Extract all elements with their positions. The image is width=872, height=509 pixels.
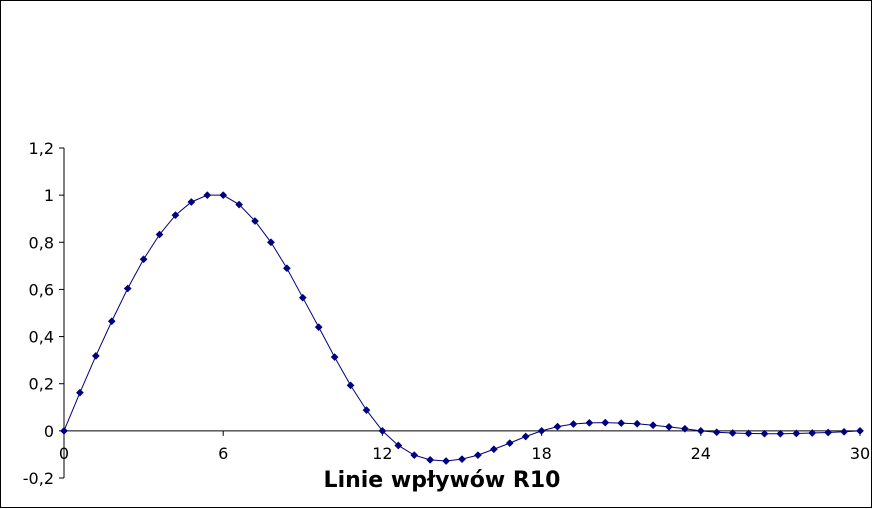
data-point: [155, 230, 164, 239]
x-tick-label: 24: [691, 444, 711, 463]
data-point: [251, 217, 259, 226]
data-point: [712, 428, 721, 437]
data-point: [505, 439, 514, 448]
data-point: [282, 264, 291, 273]
x-tick-label: 18: [531, 444, 551, 463]
data-point: [792, 429, 801, 438]
data-point: [537, 426, 546, 435]
y-tick-label: 0,6: [29, 280, 54, 299]
data-point: [298, 293, 307, 302]
data-point: [442, 457, 451, 465]
data-point: [330, 353, 339, 362]
data-point: [760, 429, 769, 438]
x-tick-label: 12: [372, 444, 392, 463]
data-point: [856, 426, 864, 435]
y-tick-label: 0: [44, 422, 54, 441]
data-point: [633, 419, 642, 428]
tick-labels: 1,2 1 0,8 0,6 0,4 0,2 0 -0,2 0 6 12 18 24 30: [23, 139, 870, 488]
data-point: [473, 451, 482, 460]
series-layer: [60, 191, 864, 465]
data-point: [426, 455, 435, 464]
data-point: [378, 426, 387, 435]
data-point: [362, 406, 371, 415]
data-point: [824, 428, 833, 437]
x-tick-label: 6: [218, 444, 228, 463]
data-point: [649, 421, 657, 430]
tick-marks: [59, 147, 861, 479]
y-tick-label: 0,2: [29, 375, 54, 394]
series-line: [63, 194, 861, 462]
y-tick-label: 0,4: [29, 328, 54, 347]
data-point: [617, 419, 626, 428]
data-point: [394, 441, 403, 450]
data-point: [139, 255, 148, 264]
data-point: [203, 191, 212, 200]
data-point: [60, 426, 68, 435]
data-point: [219, 191, 228, 200]
axes: [63, 148, 860, 478]
data-point: [728, 429, 737, 437]
data-point: [123, 284, 132, 293]
data-point: [521, 432, 530, 441]
data-point: [235, 200, 244, 209]
data-point: [171, 211, 180, 220]
data-point: [744, 429, 753, 438]
data-point: [553, 422, 562, 431]
y-tick-label: 0,8: [29, 233, 54, 252]
data-point: [489, 445, 498, 454]
x-tick-label: 30: [850, 444, 870, 463]
data-point: [410, 451, 419, 460]
data-point: [314, 323, 323, 332]
data-point: [840, 427, 849, 436]
data-point: [91, 351, 100, 360]
y-tick-label: 1,2: [29, 139, 54, 158]
data-point: [346, 381, 355, 390]
data-point: [458, 455, 466, 464]
y-tick-label: -0,2: [23, 469, 54, 488]
data-point: [107, 317, 116, 326]
y-tick-label: 1: [44, 186, 54, 205]
data-point: [585, 418, 594, 427]
data-point: [187, 198, 196, 206]
data-point: [696, 426, 705, 435]
data-point: [680, 424, 689, 433]
data-point: [75, 388, 84, 397]
data-point: [601, 418, 610, 427]
data-point: [808, 429, 817, 437]
data-point: [776, 429, 785, 438]
x-tick-label: 0: [59, 444, 69, 463]
data-point: [665, 422, 673, 431]
x-axis-title: Linie wpływów R10: [324, 468, 561, 493]
data-point: [569, 420, 578, 428]
data-point: [267, 238, 275, 247]
